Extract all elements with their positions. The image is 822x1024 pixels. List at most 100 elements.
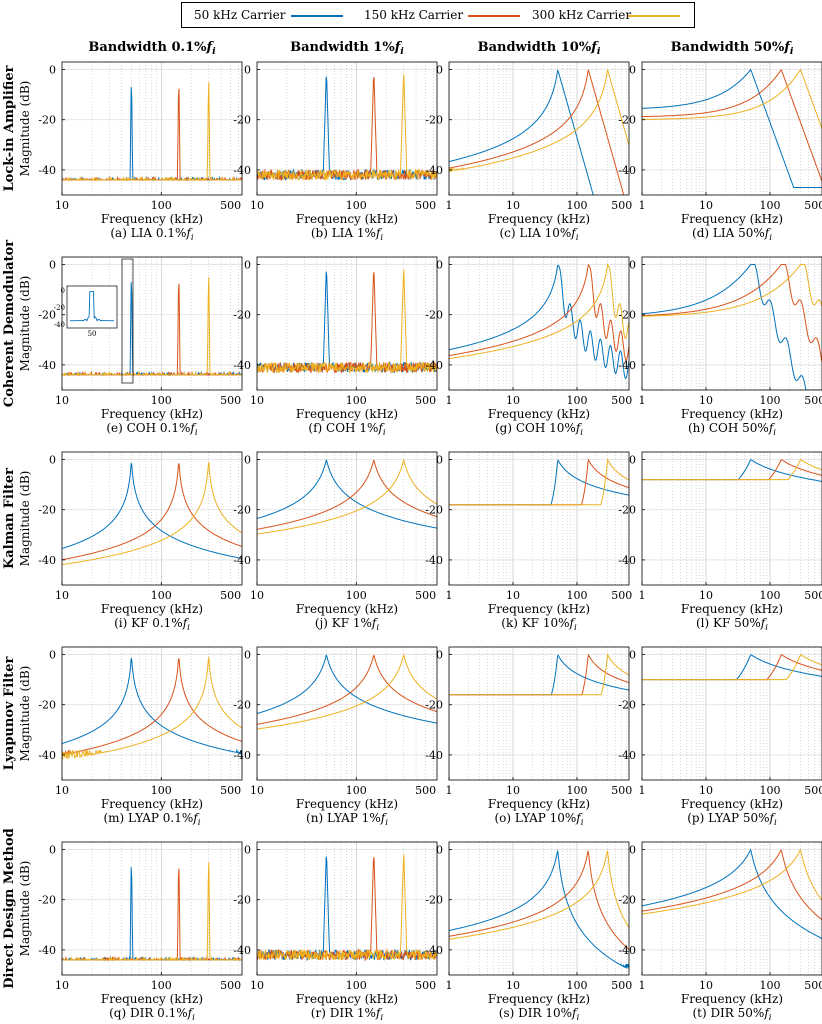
series-300khz <box>257 854 437 962</box>
x-tick-label: 100 <box>151 589 172 602</box>
y-tick-label: -20 <box>425 504 443 517</box>
x-tick-label: 500 <box>804 394 822 407</box>
column-title: Bandwidth 10%fi <box>478 40 601 57</box>
series-150khz <box>257 459 437 530</box>
y-axis-label: Magnitude (dB) <box>18 81 32 177</box>
panel-kf-10: 0 -20 -40 1 10 100 500 Frequency (kHz)(k) KF 10… <box>425 451 632 633</box>
x-tick-label: 100 <box>151 784 172 797</box>
legend-line-150khz <box>468 15 520 17</box>
y-tick-label: -20 <box>38 894 56 907</box>
x-tick-label: 10 <box>55 199 69 212</box>
x-axis-label: Frequency (kHz) <box>101 797 203 811</box>
series-150khz <box>62 658 242 756</box>
y-axis-label: Magnitude (dB) <box>18 471 32 567</box>
x-tick-label: 100 <box>346 784 367 797</box>
x-tick-label: 10 <box>699 589 713 602</box>
x-tick-label: 100 <box>566 784 587 797</box>
axes-frame <box>61 61 243 196</box>
x-axis-label: Frequency (kHz) <box>296 602 398 616</box>
x-axis-label: Frequency (kHz) <box>296 407 398 421</box>
legend: 50 kHz Carrier 150 kHz Carrier 300 kHz C… <box>181 2 695 28</box>
axes-frame <box>641 451 822 586</box>
y-tick-label: -40 <box>618 554 636 567</box>
legend-line-50khz <box>291 15 343 17</box>
axes-frame <box>448 61 630 196</box>
x-tick-label: 100 <box>346 589 367 602</box>
y-tick-label: -20 <box>618 699 636 712</box>
axes-frame <box>448 451 630 586</box>
y-tick-label: 0 <box>436 259 443 272</box>
series-300khz <box>642 264 822 317</box>
y-tick-label: -40 <box>38 164 56 177</box>
x-tick-label: 500 <box>611 199 632 212</box>
x-tick-label: 1 <box>446 979 453 992</box>
panel-caption: (l) KF 50%fi <box>696 616 768 633</box>
y-tick-label: -20 <box>38 504 56 517</box>
y-tick-label: -20 <box>38 699 56 712</box>
x-tick-label: 10 <box>699 979 713 992</box>
x-tick-label: 500 <box>220 979 241 992</box>
axes-frame <box>256 61 438 196</box>
x-axis-label: Frequency (kHz) <box>101 407 203 421</box>
axes-frame <box>256 646 438 781</box>
series-50khz <box>449 69 594 195</box>
y-tick-label: 0 <box>629 454 636 467</box>
x-tick-label: 10 <box>250 199 264 212</box>
y-tick-label: -40 <box>38 749 56 762</box>
y-tick-label: 0 <box>244 64 251 77</box>
x-tick-label: 500 <box>415 394 436 407</box>
y-tick-label: -20 <box>38 114 56 127</box>
series-150khz <box>62 88 242 182</box>
series-300khz <box>642 653 822 681</box>
inset-y-tick-label: -20 <box>54 304 65 312</box>
axes-frame <box>641 646 822 781</box>
inset-x-tick-label: 50 <box>88 330 97 338</box>
x-axis-label: Frequency (kHz) <box>296 797 398 811</box>
series-300khz <box>449 458 629 506</box>
panel-lia-0.1: 0 -20 -40 10 100 500 Frequency (kHz)(a) LIA 0.… <box>38 61 243 243</box>
y-tick-label: 0 <box>629 649 636 662</box>
x-tick-label: 10 <box>55 979 69 992</box>
x-tick-label: 10 <box>506 394 520 407</box>
panel-caption: (b) LIA 1%fi <box>311 226 384 243</box>
axes-frame <box>641 61 822 196</box>
x-axis-label: Frequency (kHz) <box>488 797 590 811</box>
panel-caption: (h) COH 50%fi <box>688 421 776 438</box>
x-tick-label: 500 <box>220 394 241 407</box>
series-150khz <box>449 68 625 195</box>
series-300khz <box>449 850 629 940</box>
x-tick-label: 500 <box>804 199 822 212</box>
series-300khz <box>257 269 437 375</box>
y-tick-label: 0 <box>244 649 251 662</box>
panel-caption: (e) COH 0.1%fi <box>106 421 198 438</box>
panel-caption: (f) COH 1%fi <box>308 421 385 438</box>
series-300khz <box>449 653 629 696</box>
axes-frame <box>448 256 630 391</box>
panel-kf-1: 0 -20 -40 10 100 500 Frequency (kHz)(j) KF 1%f… <box>233 451 438 633</box>
series-300khz <box>257 74 437 182</box>
x-tick-label: 10 <box>506 199 520 212</box>
x-tick-label: 10 <box>55 394 69 407</box>
x-tick-label: 100 <box>759 784 780 797</box>
series-150khz <box>62 463 242 561</box>
y-tick-label: -20 <box>233 309 251 322</box>
series-300khz <box>62 277 242 377</box>
y-tick-label: -40 <box>425 554 443 567</box>
y-tick-label: -40 <box>38 359 56 372</box>
y-tick-label: 0 <box>436 649 443 662</box>
x-tick-label: 10 <box>250 394 264 407</box>
y-axis-label: Magnitude (dB) <box>18 276 32 372</box>
series-300khz <box>62 657 242 760</box>
series-300khz <box>62 82 242 182</box>
x-tick-label: 10 <box>250 589 264 602</box>
series-50khz <box>257 856 437 962</box>
y-tick-label: -40 <box>425 164 443 177</box>
x-axis-label: Frequency (kHz) <box>296 992 398 1006</box>
x-tick-label: 100 <box>346 199 367 212</box>
x-tick-label: 10 <box>250 784 264 797</box>
series-50khz <box>642 264 822 390</box>
axes-frame <box>61 451 243 586</box>
x-tick-label: 10 <box>699 199 713 212</box>
x-tick-label: 10 <box>699 394 713 407</box>
